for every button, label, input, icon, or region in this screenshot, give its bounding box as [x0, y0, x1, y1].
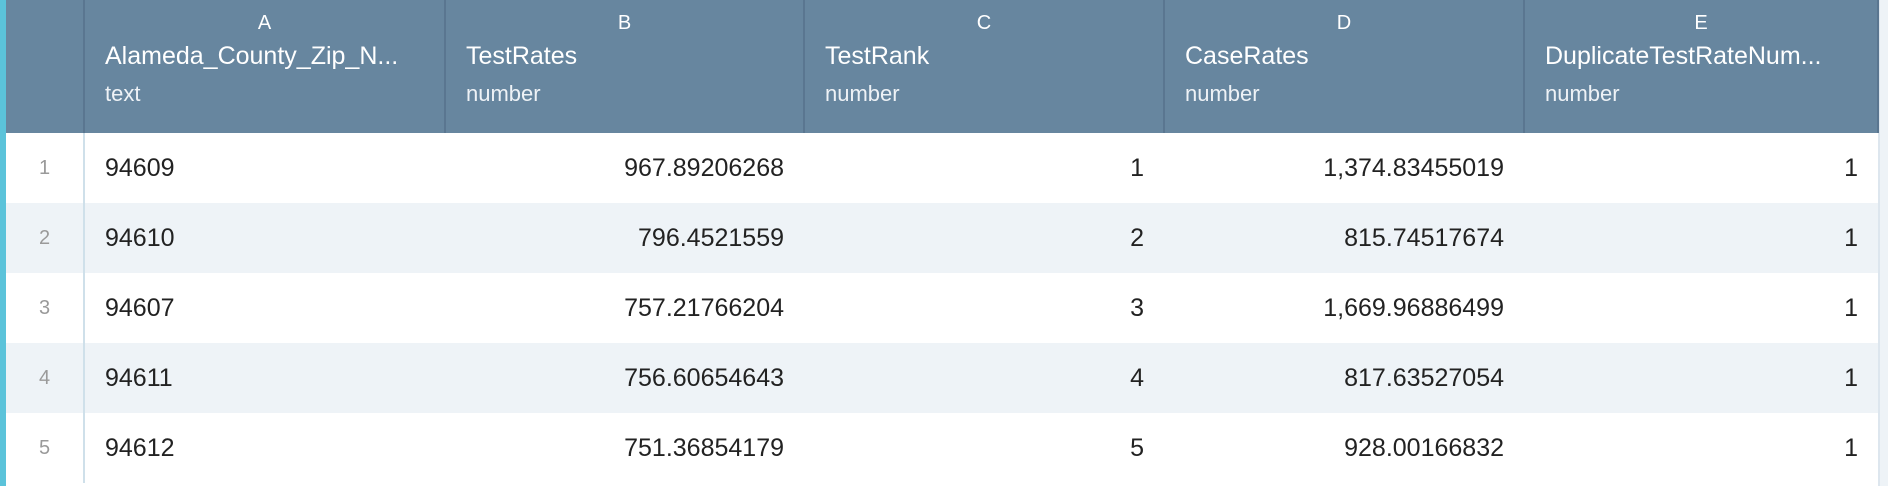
- row-number[interactable]: 1: [6, 133, 85, 203]
- table-row: 4 94611 756.60654643 4 817.63527054 1: [6, 343, 1878, 413]
- table-cell[interactable]: 94609: [84, 133, 445, 203]
- row-number[interactable]: 4: [6, 343, 85, 413]
- column-letter: B: [617, 12, 632, 34]
- column-letter: C: [976, 12, 992, 34]
- table-row: 3 94607 757.21766204 3 1,669.96886499 1: [6, 273, 1878, 343]
- column-name: CaseRates: [1185, 42, 1309, 70]
- table-cell[interactable]: 928.00166832: [1164, 413, 1524, 483]
- table-cell[interactable]: 1: [1524, 133, 1878, 203]
- table-cell[interactable]: 796.4521559: [445, 203, 804, 273]
- row-number-header[interactable]: [6, 0, 85, 133]
- table-cell[interactable]: 1: [1524, 343, 1878, 413]
- column-header-e[interactable]: E DuplicateTestRateNum... number: [1524, 0, 1879, 133]
- column-header-d[interactable]: D CaseRates number: [1164, 0, 1525, 133]
- header-row: A Alameda_County_Zip_N...text B TestRates n…: [6, 0, 1879, 133]
- table-cell[interactable]: 1: [804, 133, 1164, 203]
- table-cell[interactable]: 1,374.83455019: [1164, 133, 1524, 203]
- column-header-a[interactable]: A Alameda_County_Zip_N...text: [84, 0, 446, 133]
- table-cell[interactable]: 751.36854179: [445, 413, 804, 483]
- table-cell[interactable]: 817.63527054: [1164, 343, 1524, 413]
- column-letter: E: [1694, 12, 1708, 34]
- column-name: TestRates: [466, 42, 578, 70]
- column-type: number: [1545, 81, 1620, 106]
- column-letter: D: [1336, 12, 1352, 34]
- column-name: DuplicateTestRateNum...: [1545, 42, 1822, 70]
- table-row: 2 94610 796.4521559 2 815.74517674 1: [6, 203, 1878, 273]
- table-cell[interactable]: 94612: [84, 413, 445, 483]
- column-header-b[interactable]: B TestRates number: [445, 0, 805, 133]
- column-name: Alameda_County_Zip_N...: [105, 42, 399, 70]
- table-row: 1 94609 967.89206268 1 1,374.83455019 1: [6, 133, 1878, 203]
- table-cell[interactable]: 1: [1524, 203, 1878, 273]
- column-name: TestRank: [825, 42, 930, 70]
- table-cell[interactable]: 1: [1524, 273, 1878, 343]
- row-number[interactable]: 5: [6, 413, 85, 483]
- table-cell[interactable]: 756.60654643: [445, 343, 804, 413]
- column-letter: A: [257, 12, 272, 34]
- table-cell[interactable]: 815.74517674: [1164, 203, 1524, 273]
- row-number[interactable]: 3: [6, 273, 85, 343]
- table-cell[interactable]: 4: [804, 343, 1164, 413]
- table-cell[interactable]: 5: [804, 413, 1164, 483]
- column-type: number: [466, 81, 541, 106]
- table-cell[interactable]: 94611: [84, 343, 445, 413]
- table-cell[interactable]: 1: [1524, 413, 1878, 483]
- table-cell[interactable]: 3: [804, 273, 1164, 343]
- column-type: number: [825, 81, 900, 106]
- table-cell[interactable]: 94610: [84, 203, 445, 273]
- column-type: number: [1185, 81, 1260, 106]
- data-grid: A Alameda_County_Zip_N...text B TestRates n…: [6, 0, 1879, 483]
- table-cell[interactable]: 757.21766204: [445, 273, 804, 343]
- table-cell[interactable]: 94607: [84, 273, 445, 343]
- table-row: 5 94612 751.36854179 5 928.00166832 1: [6, 413, 1878, 483]
- table-cell[interactable]: 1,669.96886499: [1164, 273, 1524, 343]
- column-type: text: [105, 81, 141, 106]
- column-header-c[interactable]: C TestRank number: [804, 0, 1165, 133]
- row-number[interactable]: 2: [6, 203, 85, 273]
- table-cell[interactable]: 2: [804, 203, 1164, 273]
- vertical-scrollbar[interactable]: [1878, 0, 1888, 486]
- table-cell[interactable]: 967.89206268: [445, 133, 804, 203]
